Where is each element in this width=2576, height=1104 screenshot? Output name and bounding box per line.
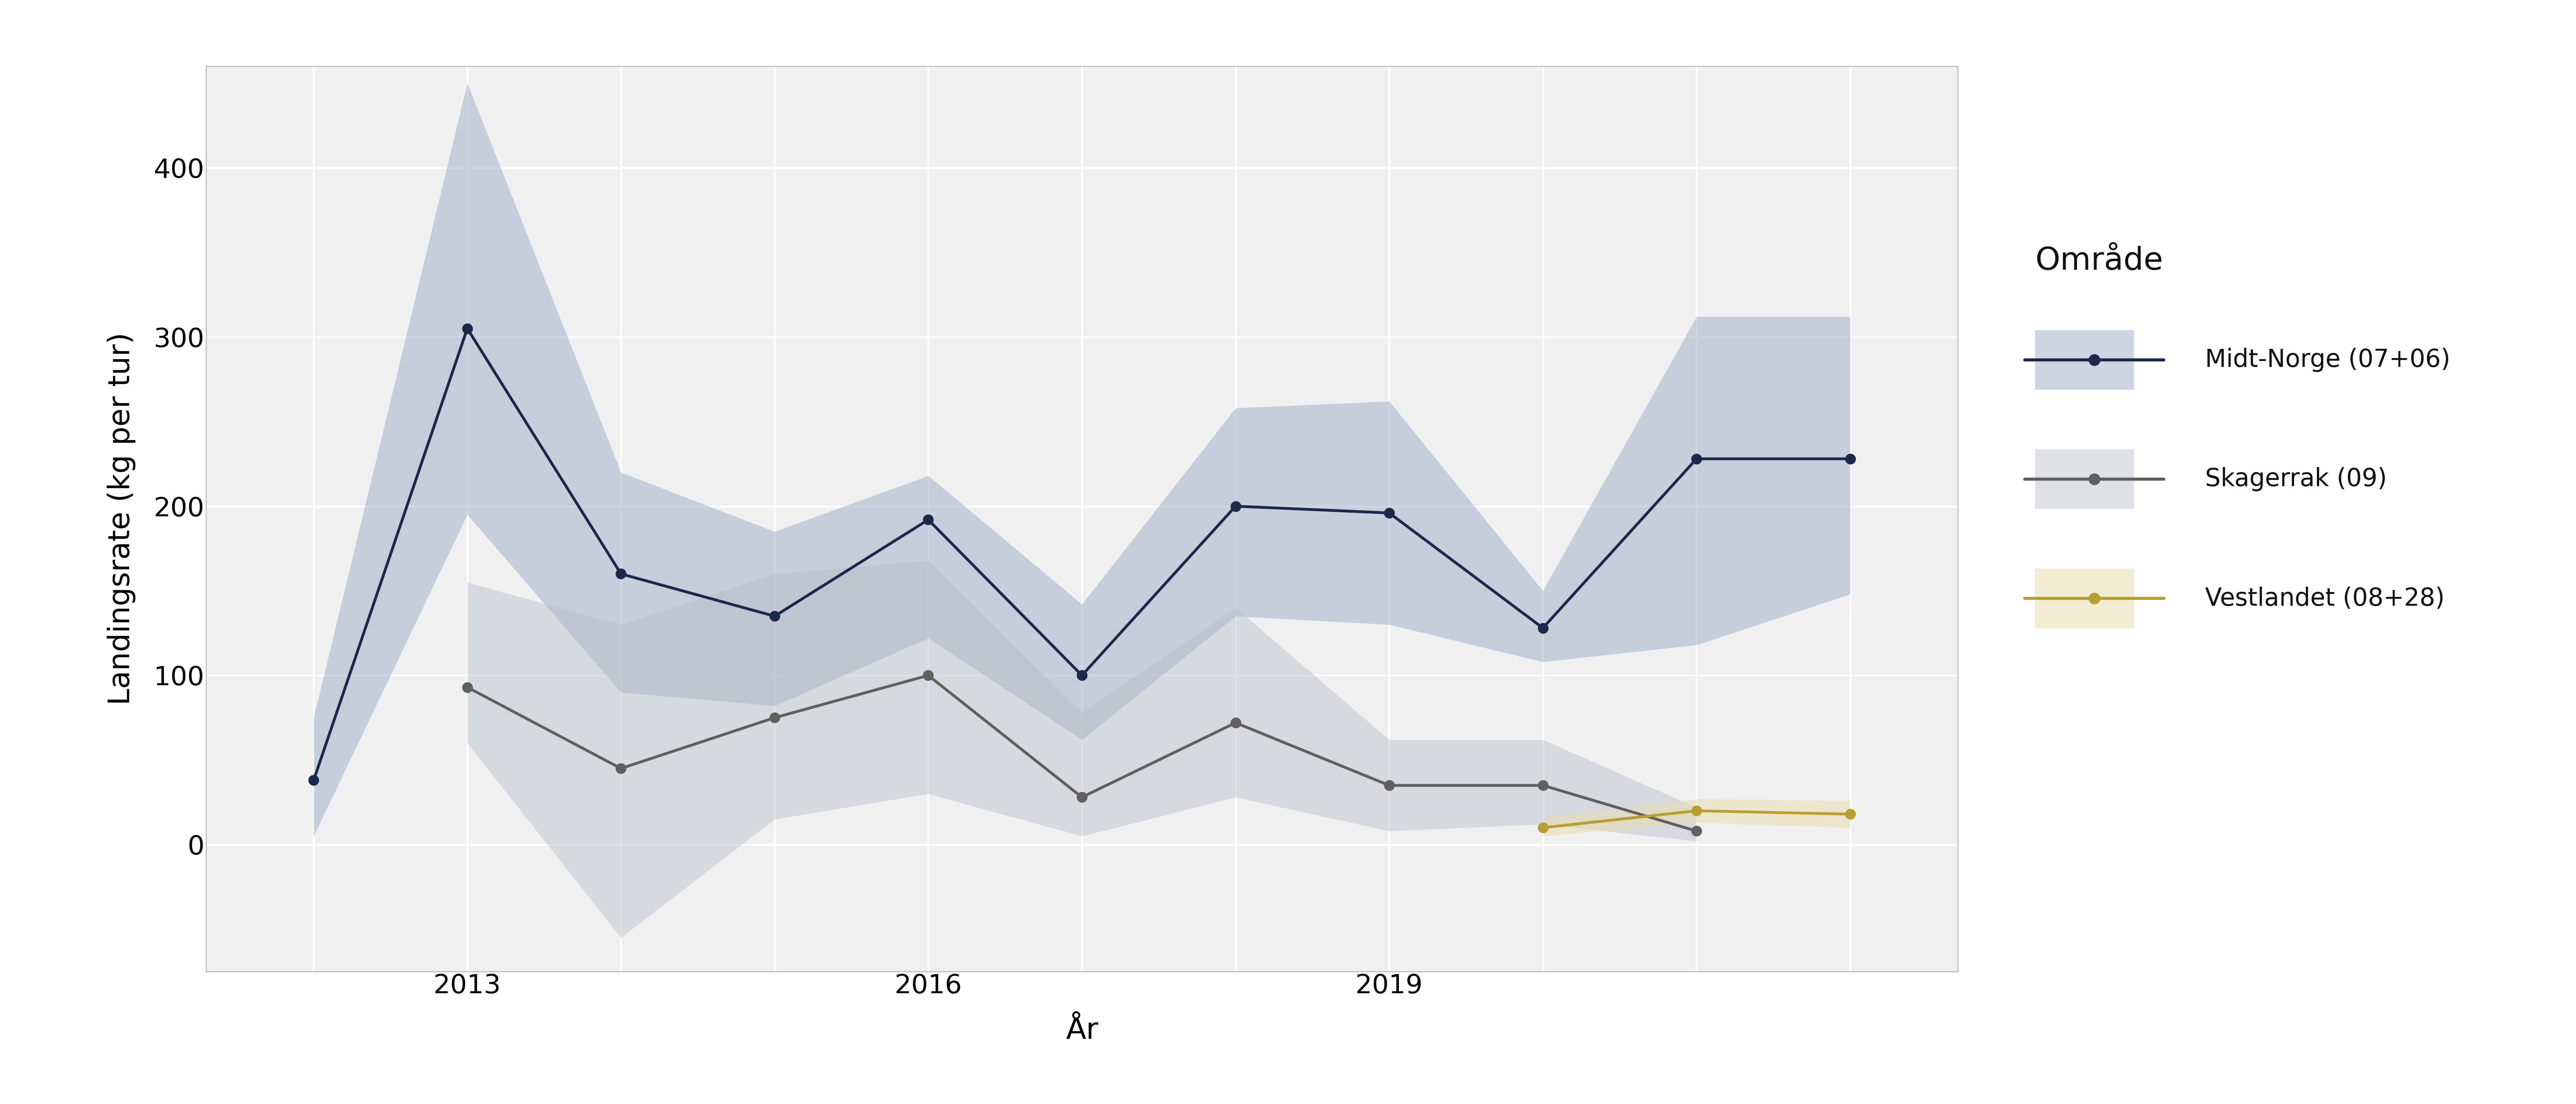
Text: Skagerrak (09): Skagerrak (09) [2205, 467, 2388, 491]
Text: Midt-Norge (07+06): Midt-Norge (07+06) [2205, 348, 2450, 372]
Text: Område: Område [2035, 246, 2164, 276]
FancyBboxPatch shape [2035, 569, 2133, 628]
Text: Vestlandet (08+28): Vestlandet (08+28) [2205, 586, 2445, 611]
FancyBboxPatch shape [2035, 330, 2133, 390]
X-axis label: År: År [1066, 1017, 1097, 1045]
FancyBboxPatch shape [2035, 449, 2133, 509]
Y-axis label: Landingsrate (kg per tur): Landingsrate (kg per tur) [108, 332, 137, 705]
